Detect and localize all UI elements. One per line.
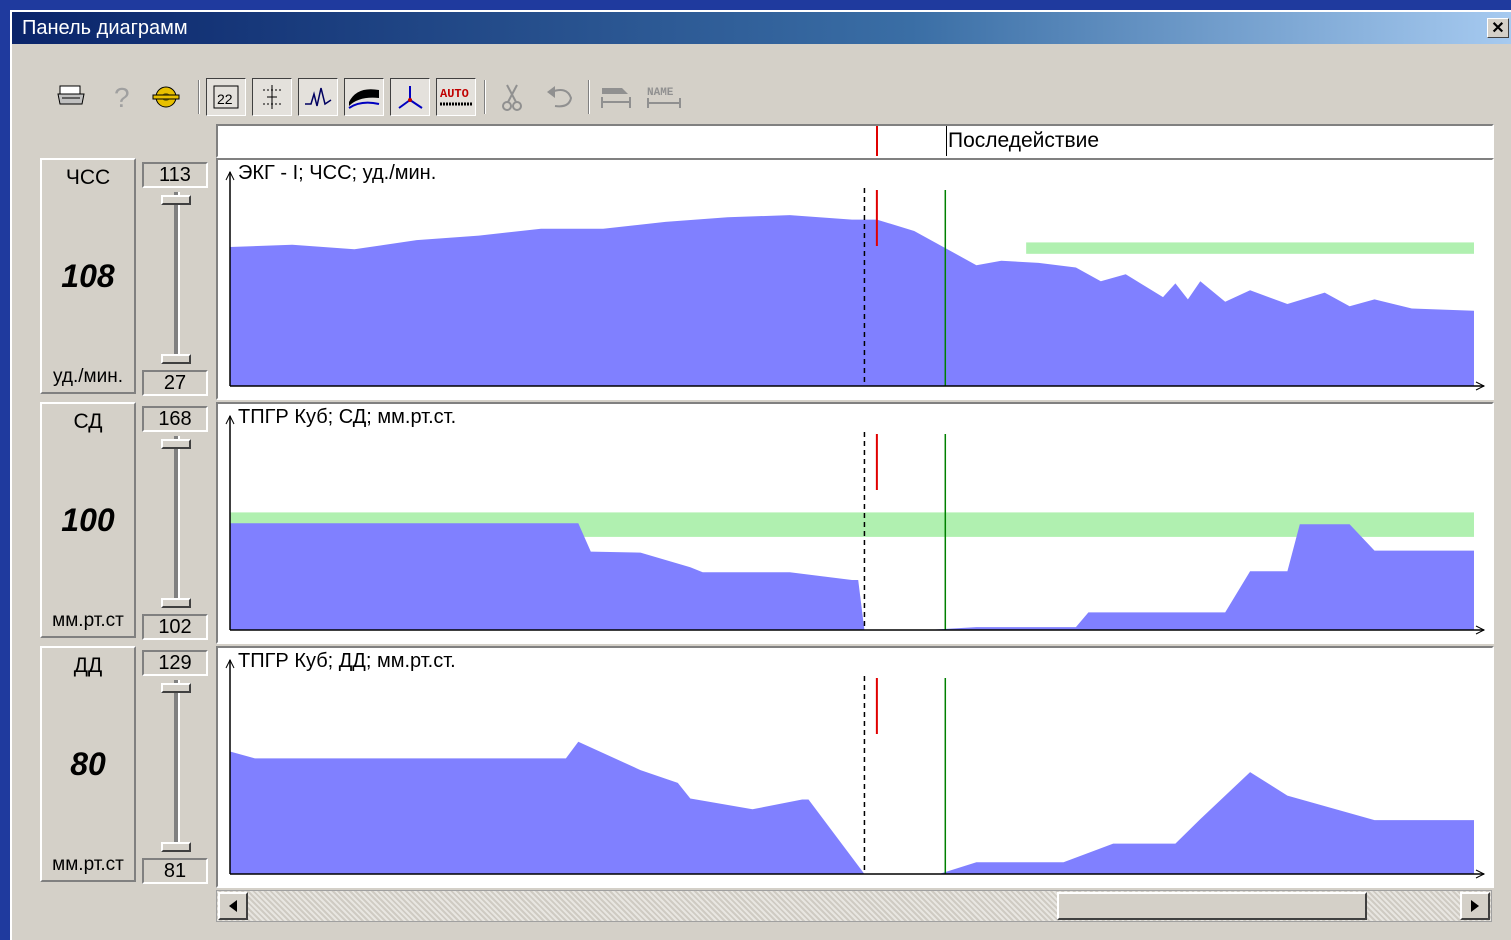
axis-icon xyxy=(398,86,423,109)
y-axis-arrow xyxy=(225,414,235,425)
hr-chart-title: ЭКГ - I; ЧСС; уд./мин. xyxy=(238,162,437,184)
undo-button[interactable] xyxy=(540,78,580,116)
trend-button[interactable] xyxy=(344,78,384,116)
sys-unit: мм.рт.ст xyxy=(52,610,124,631)
dia-label-panel: ДД 80 мм.рт.ст xyxy=(40,646,136,882)
sys-name: СД xyxy=(73,410,103,433)
dia-chart-title: ТПГР Куб; ДД; мм.рт.ст. xyxy=(238,650,456,672)
svg-text:?: ? xyxy=(114,82,130,113)
arrow-right-icon xyxy=(1471,900,1479,912)
toolbar-separator xyxy=(198,80,200,114)
hr-value: 108 xyxy=(61,258,115,294)
toolbar: ? 22 xyxy=(12,78,712,118)
sys-slider-bottom-thumb[interactable] xyxy=(161,598,191,608)
horizontal-scrollbar[interactable] xyxy=(216,890,1492,922)
sys-chart-svg xyxy=(225,414,1486,635)
axis-button[interactable] xyxy=(390,78,430,116)
table-icon: 22 xyxy=(213,85,239,109)
dia-slider-top-thumb[interactable] xyxy=(161,683,191,693)
title-bar[interactable]: Панель диаграмм ✕ xyxy=(12,12,1511,44)
close-icon: ✕ xyxy=(1491,20,1505,37)
sys-slider-track[interactable] xyxy=(174,436,180,606)
arrow-left-icon xyxy=(229,900,237,912)
hr-slider-track[interactable] xyxy=(174,192,180,362)
name-label: NAME xyxy=(647,87,674,99)
dia-slider-bottom-thumb[interactable] xyxy=(161,842,191,852)
hr-chart[interactable]: ЭКГ - I; ЧСС; уд./мин. xyxy=(216,158,1494,400)
hr-unit: уд./мин. xyxy=(53,366,123,387)
dia-chart[interactable]: ТПГР Куб; ДД; мм.рт.ст. xyxy=(216,646,1494,888)
phase-bar[interactable]: Последействие xyxy=(216,124,1494,158)
series-area xyxy=(230,523,1474,630)
dia-name: ДД xyxy=(73,654,103,677)
window-title: Панель диаграмм xyxy=(22,17,188,39)
dia-unit: мм.рт.ст xyxy=(52,854,124,875)
toolbar-separator xyxy=(588,80,590,114)
hr-label-panel: ЧСС 108 уд./мин. xyxy=(40,158,136,394)
sys-value: 100 xyxy=(61,502,115,538)
y-axis-arrow xyxy=(225,658,235,669)
waveform-icon xyxy=(305,87,332,107)
phase-marker-red xyxy=(876,126,878,156)
waveform-button[interactable] xyxy=(298,78,338,116)
dia-chart-svg xyxy=(225,658,1486,879)
scale-button[interactable] xyxy=(252,78,292,116)
help-button[interactable]: ? xyxy=(100,78,140,116)
table-button[interactable]: 22 xyxy=(206,78,246,116)
chart-panel-window: Панель диаграмм ✕ ? xyxy=(10,10,1511,940)
x-axis-arrow xyxy=(1475,625,1486,635)
cut-button[interactable] xyxy=(492,78,532,116)
y-axis-arrow xyxy=(225,170,235,181)
dia-max-field[interactable]: 129 xyxy=(142,650,208,676)
name-button[interactable]: NAME xyxy=(644,78,684,116)
auto-button[interactable]: AUTO xyxy=(436,78,476,116)
print-icon xyxy=(57,85,85,105)
sys-chart-title: ТПГР Куб; СД; мм.рт.ст. xyxy=(238,406,457,428)
mark-icon xyxy=(601,88,631,108)
sys-label-panel: СД 100 мм.рт.ст xyxy=(40,402,136,638)
x-axis-arrow xyxy=(1475,381,1486,391)
phase-divider xyxy=(946,126,947,156)
scroll-left-button[interactable] xyxy=(218,892,248,920)
trend-icon xyxy=(348,89,380,109)
close-button[interactable]: ✕ xyxy=(1487,18,1509,38)
scroll-thumb[interactable] xyxy=(1057,892,1367,920)
scale-icon xyxy=(263,85,281,109)
dia-slider-track[interactable] xyxy=(174,680,180,850)
series-area xyxy=(230,215,1474,386)
sys-max-field[interactable]: 168 xyxy=(142,406,208,432)
svg-text:22: 22 xyxy=(217,91,233,107)
hr-chart-svg xyxy=(225,170,1486,391)
x-axis-arrow xyxy=(1475,869,1486,879)
sys-slider-top-thumb[interactable] xyxy=(161,439,191,449)
mark-button[interactable] xyxy=(596,78,636,116)
hr-name: ЧСС xyxy=(65,166,111,189)
undo-icon xyxy=(547,86,573,108)
normal-range-band xyxy=(1026,242,1474,254)
hr-slider-bottom-thumb[interactable] xyxy=(161,354,191,364)
scroll-right-button[interactable] xyxy=(1460,892,1490,920)
sys-min-field[interactable]: 102 xyxy=(142,614,208,640)
print-button[interactable] xyxy=(52,78,92,116)
series-area xyxy=(230,741,1474,874)
hr-max-field[interactable]: 113 xyxy=(142,162,208,188)
phase-label: Последействие xyxy=(948,129,1100,152)
toolbar-separator xyxy=(484,80,486,114)
hr-slider-top-thumb[interactable] xyxy=(161,195,191,205)
auto-icon: AUTO xyxy=(440,87,472,106)
dia-min-field[interactable]: 81 xyxy=(142,858,208,884)
hr-min-field[interactable]: 27 xyxy=(142,370,208,396)
help-icon: ? xyxy=(114,82,130,113)
auto-label: AUTO xyxy=(440,87,469,101)
settings-icon xyxy=(152,86,180,108)
settings-button[interactable] xyxy=(146,78,186,116)
cut-icon xyxy=(502,84,522,111)
name-icon: NAME xyxy=(647,87,681,108)
sys-chart[interactable]: ТПГР Куб; СД; мм.рт.ст. xyxy=(216,402,1494,644)
dia-value: 80 xyxy=(70,746,106,782)
